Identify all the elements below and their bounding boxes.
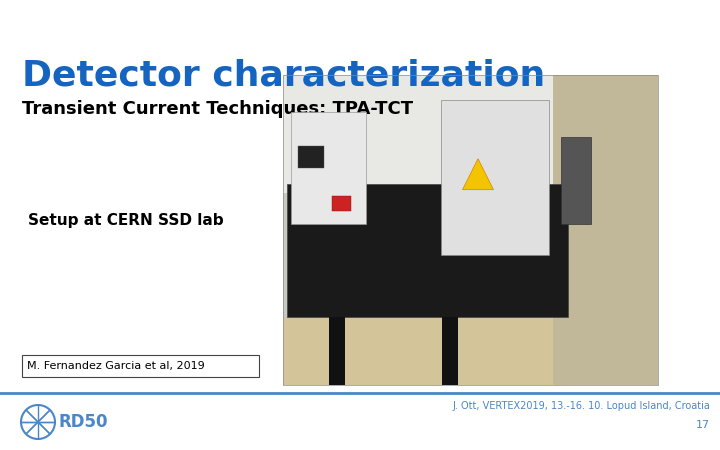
Text: 17: 17 [696, 420, 710, 430]
Bar [287, 184, 568, 317]
Bar [560, 137, 590, 224]
Bar [332, 196, 351, 212]
Bar [283, 75, 658, 385]
Bar [283, 75, 658, 385]
Bar [553, 75, 658, 385]
Bar [22, 355, 259, 377]
Text: Transient Current Techniques: TPA-TCT: Transient Current Techniques: TPA-TCT [22, 100, 413, 118]
Text: Setup at CERN SSD lab: Setup at CERN SSD lab [28, 212, 224, 228]
Text: M. Fernandez Garcia et al, 2019: M. Fernandez Garcia et al, 2019 [27, 361, 204, 371]
Bar [442, 317, 458, 385]
Bar [283, 75, 658, 193]
Bar [298, 146, 324, 168]
Text: J. Ott, VERTEX2019, 13.-16. 10. Lopud Island, Croatia: J. Ott, VERTEX2019, 13.-16. 10. Lopud Is… [452, 401, 710, 411]
Text: RD50: RD50 [59, 413, 109, 431]
Bar [329, 317, 346, 385]
Polygon shape [462, 159, 493, 190]
Bar [290, 112, 366, 224]
Bar [283, 317, 658, 385]
Bar [441, 100, 549, 255]
Text: Detector characterization: Detector characterization [22, 58, 545, 92]
